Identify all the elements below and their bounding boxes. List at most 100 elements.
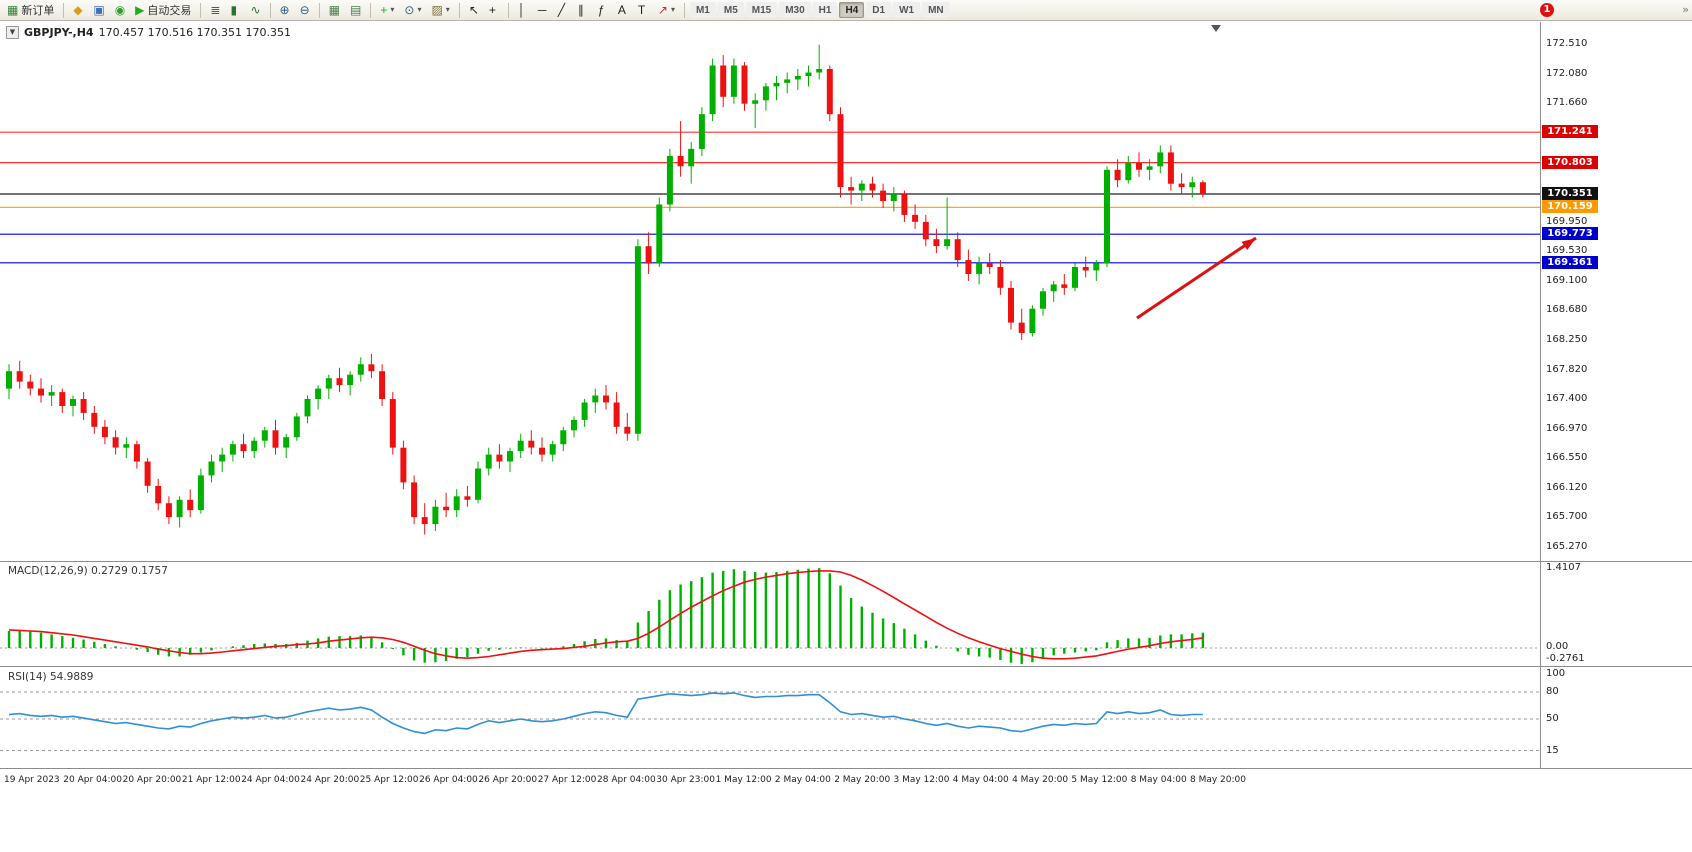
chart-title: ▼ GBPJPY-,H4 170.457 170.516 170.351 170…: [6, 26, 291, 39]
line-chart-icon: ∿: [250, 3, 261, 17]
time-axis[interactable]: 19 Apr 2023 20 Apr 04:00 20 Apr 20:00 21 Ap…: [0, 771, 1692, 791]
time-axis-label: 24 Apr 04:00: [241, 775, 300, 785]
trendline-button[interactable]: ╱: [554, 1, 572, 19]
time-axis-label: 26 Apr 04:00: [419, 775, 478, 785]
timeframe-h4[interactable]: H4: [839, 2, 865, 18]
price-tick-label: 169.530: [1546, 245, 1588, 257]
toolbar-overflow-chevron[interactable]: »: [1682, 3, 1689, 16]
notification-badge[interactable]: 1: [1540, 3, 1554, 17]
zoom-in-button[interactable]: ⊕: [276, 1, 294, 19]
chevron-down-icon: ▾: [390, 5, 395, 14]
panel-separator[interactable]: [0, 561, 1692, 562]
price-tick-label: 172.510: [1546, 38, 1588, 49]
timeframe-toolbar: M1 M5 M15 M30 H1 H4 D1 W1 MN: [689, 0, 951, 20]
zoom-out-icon: ⊖: [299, 3, 310, 17]
time-axis-label: 19 Apr 2023: [4, 775, 60, 785]
crosshair-button[interactable]: +: [485, 1, 503, 19]
trend-arrow[interactable]: [1136, 236, 1257, 320]
macd-scale: 1.4107 0.00 -0.2761: [1541, 562, 1691, 666]
profile-icon-button[interactable]: ▣: [89, 1, 108, 19]
auto-arrange-button[interactable]: ▤: [346, 1, 365, 19]
price-scale[interactable]: 172.510 172.080 171.660 169.950 169.530 169.1…: [1541, 22, 1691, 562]
refresh-icon-button[interactable]: ◉: [111, 1, 129, 19]
cursor-button[interactable]: ↖: [465, 1, 483, 19]
time-axis-label: 25 Apr 12:00: [359, 775, 419, 785]
indicators-button[interactable]: + ▾: [376, 1, 398, 19]
price-level-badge: 169.773: [1542, 227, 1598, 241]
zoom-out-button[interactable]: ⊖: [296, 1, 314, 19]
candles: [6, 44, 1206, 535]
price-tick-label: 165.700: [1546, 511, 1588, 523]
price-tick-label: 166.550: [1546, 452, 1588, 464]
timeframe-m15[interactable]: M15: [745, 2, 778, 18]
macd-histogram: [7, 568, 1205, 664]
templates-icon: ▨: [431, 3, 443, 17]
macd-label: MACD(12,26,9) 0.2729 0.1757: [8, 565, 168, 577]
label-button[interactable]: T: [634, 1, 652, 19]
tile-windows-button[interactable]: ▦: [325, 1, 344, 19]
time-axis-label: 3 May 12:00: [893, 775, 950, 785]
timeframe-mn[interactable]: MN: [922, 2, 950, 18]
channel-icon: ∥: [577, 3, 584, 17]
bar-chart-button[interactable]: ≣: [206, 1, 224, 19]
macd-plot[interactable]: [0, 562, 1540, 666]
price-chart-plot[interactable]: [0, 22, 1540, 562]
panel-separator[interactable]: [0, 768, 1692, 769]
timeframe-h1[interactable]: H1: [812, 2, 838, 18]
line-chart-button[interactable]: ∿: [246, 1, 264, 19]
time-axis-label: 27 Apr 12:00: [537, 775, 597, 785]
templates-button[interactable]: ▨ ▾: [427, 1, 453, 19]
metaeditor-icon-button[interactable]: ◆: [69, 1, 87, 19]
bar-chart-icon: ≣: [210, 3, 221, 17]
vertical-line-button[interactable]: │: [514, 1, 532, 19]
rsi-scale-label: 100: [1546, 668, 1566, 679]
toolbar-separator: [458, 2, 460, 18]
rsi-indicator-name: RSI(14): [8, 671, 47, 683]
rsi-plot[interactable]: [0, 668, 1540, 768]
rsi-label: RSI(14) 54.9889: [8, 671, 93, 683]
price-tick-label: 171.660: [1546, 97, 1588, 109]
chart-shift-marker[interactable]: [1211, 25, 1221, 32]
toolbar-separator: [683, 2, 685, 18]
toolbar: ▦ 新订单 ◆ ▣ ◉ ▶ 自动交易 ≣ ▮ ∿ ⊕ ⊖ ▦ ▤ + ▾ ⊙ ▾ ▨ ▾ ↖ + │ ─ ╱ ∥ ƒ A T ↗ ▾ M1 M…: [0, 0, 1692, 21]
horizontal-line-button[interactable]: ─: [534, 1, 552, 19]
rsi-scale-label: 80: [1546, 686, 1559, 697]
chevron-down-icon: ▾: [445, 5, 450, 14]
price-level-badge: 171.241: [1542, 125, 1598, 139]
fibonacci-button[interactable]: ƒ: [594, 1, 612, 19]
timeframe-w1[interactable]: W1: [893, 2, 921, 18]
text-icon: A: [617, 3, 626, 17]
time-axis-label: 4 May 04:00: [952, 775, 1009, 785]
symbol-dropdown-icon[interactable]: ▼: [6, 26, 19, 39]
timeframe-d1[interactable]: D1: [866, 2, 892, 18]
timeframe-m30[interactable]: M30: [779, 2, 811, 18]
auto-trading-button[interactable]: ▶ 自动交易: [131, 1, 195, 19]
text-button[interactable]: A: [614, 1, 632, 19]
timeframe-m5[interactable]: M5: [717, 2, 744, 18]
panel-separator[interactable]: [0, 666, 1692, 667]
toolbar-separator: [200, 2, 202, 18]
auto-trading-icon: ▶: [135, 3, 145, 17]
candlestick-chart-button[interactable]: ▮: [226, 1, 244, 19]
new-order-button[interactable]: ▦ 新订单: [3, 1, 58, 19]
cursor-icon: ↖: [468, 3, 479, 17]
symbol-timeframe-label: GBPJPY-,H4: [24, 26, 94, 39]
vertical-line-icon: │: [517, 3, 526, 17]
toolbar-separator: [63, 2, 65, 18]
rsi-line: [8, 692, 1203, 735]
channel-button[interactable]: ∥: [574, 1, 592, 19]
periods-button[interactable]: ⊙ ▾: [400, 1, 425, 19]
timeframe-m1[interactable]: M1: [689, 2, 716, 18]
time-axis-label: 26 Apr 20:00: [478, 775, 538, 785]
price-tick-label: 168.250: [1546, 333, 1588, 345]
rsi-scale-label: 50: [1546, 713, 1559, 724]
auto-trading-button-label: 自动交易: [147, 5, 192, 17]
ohlc-values: 170.457 170.516 170.351 170.351: [98, 26, 292, 39]
indicators-icon: +: [380, 3, 388, 17]
time-axis-label: 24 Apr 20:00: [300, 775, 360, 785]
toolbar-separator: [318, 2, 320, 18]
arrows-button[interactable]: ↗ ▾: [654, 1, 679, 19]
refresh-icon-icon: ◉: [114, 3, 126, 17]
level-lines[interactable]: [0, 131, 1540, 264]
